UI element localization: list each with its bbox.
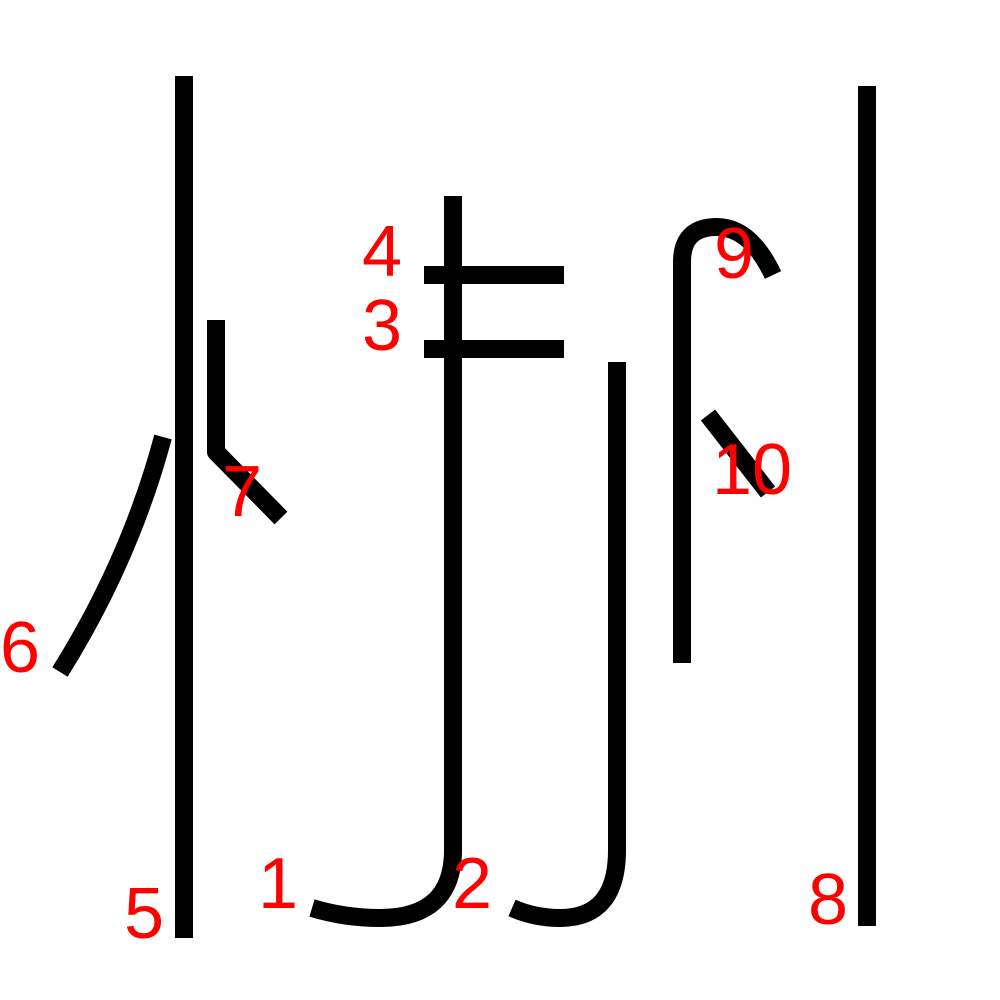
stroke-number-label: 1	[258, 844, 298, 924]
stroke-number-label: 10	[712, 430, 792, 510]
stroke-number-label: 3	[362, 286, 402, 366]
stroke-10	[700, 409, 776, 498]
stroke-number-label: 5	[124, 874, 164, 954]
stroke-6	[52, 434, 172, 677]
stroke-7	[207, 320, 288, 525]
stroke-number-label: 7	[222, 452, 262, 532]
stroke-2	[508, 362, 626, 927]
stroke-1	[309, 196, 462, 927]
stroke-number-label: 6	[0, 608, 40, 688]
stroke-number-label: 2	[452, 844, 492, 924]
stroke-9	[673, 218, 782, 663]
stroke-number-label: 9	[714, 214, 754, 294]
stroke-number-label: 4	[362, 212, 402, 292]
stroke-number-label: 8	[808, 860, 848, 940]
